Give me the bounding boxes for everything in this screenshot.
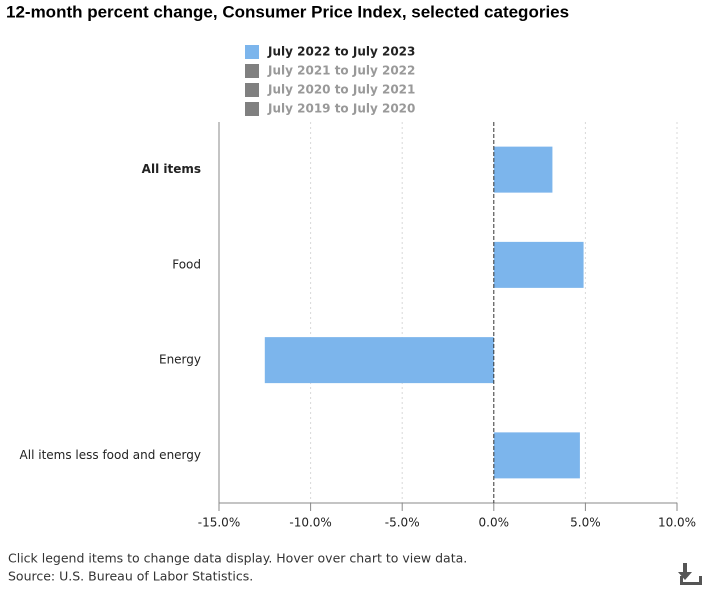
bar bbox=[493, 432, 580, 479]
download-icon-arrow bbox=[678, 572, 692, 580]
bar bbox=[493, 241, 584, 288]
legend-swatch[interactable] bbox=[245, 102, 259, 116]
y-tick-label: Food bbox=[172, 257, 201, 271]
chart-source: Source: U.S. Bureau of Labor Statistics. bbox=[8, 569, 253, 584]
x-tick-label: 10.0% bbox=[658, 516, 696, 530]
chart-note: Click legend items to change data displa… bbox=[8, 551, 467, 566]
chart-title: 12-month percent change, Consumer Price … bbox=[6, 2, 569, 21]
legend-label[interactable]: July 2022 to July 2023 bbox=[267, 45, 415, 59]
download-icon[interactable] bbox=[678, 563, 702, 585]
x-tick-label: 5.0% bbox=[570, 516, 601, 530]
legend-swatch[interactable] bbox=[245, 45, 259, 59]
y-tick-label: All items bbox=[142, 162, 201, 176]
download-icon-side bbox=[699, 576, 702, 584]
y-tick-label: All items less food and energy bbox=[20, 448, 201, 462]
download-icon-stem bbox=[683, 563, 687, 574]
bar bbox=[264, 337, 494, 384]
bar bbox=[493, 146, 553, 193]
x-tick-label: -5.0% bbox=[385, 516, 420, 530]
x-tick-label: -10.0% bbox=[289, 516, 331, 530]
legend-label[interactable]: July 2021 to July 2022 bbox=[267, 64, 415, 78]
x-tick-label: -15.0% bbox=[198, 516, 240, 530]
x-tick-label: 0.0% bbox=[479, 516, 510, 530]
download-icon-base bbox=[680, 582, 702, 585]
legend-label[interactable]: July 2019 to July 2020 bbox=[267, 102, 415, 116]
legend-swatch[interactable] bbox=[245, 64, 259, 78]
legend-swatch[interactable] bbox=[245, 83, 259, 97]
y-tick-label: Energy bbox=[159, 353, 201, 367]
legend-label[interactable]: July 2020 to July 2021 bbox=[267, 83, 415, 97]
download-icon-side bbox=[680, 576, 683, 584]
